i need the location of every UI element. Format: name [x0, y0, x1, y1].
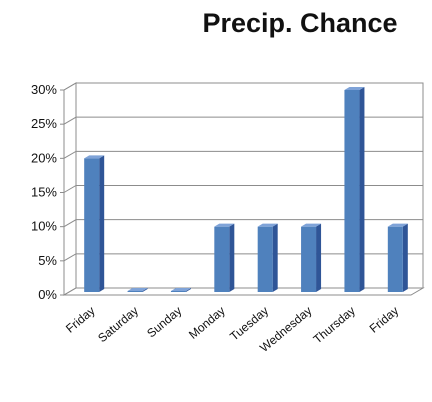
bar-front: [127, 291, 143, 292]
y-tick-label: 10%: [31, 219, 57, 234]
bar-top: [170, 288, 191, 291]
y-tick-label: 20%: [31, 150, 57, 165]
bar-side: [229, 223, 235, 292]
bar-top: [387, 223, 408, 227]
bar: [387, 223, 408, 292]
bar-side: [142, 288, 148, 292]
bar-side: [99, 155, 105, 292]
bar: [127, 288, 148, 292]
bar: [214, 223, 235, 292]
bar-side: [402, 223, 408, 292]
bar-side: [272, 223, 278, 292]
bar-top: [214, 223, 235, 227]
gridline: [63, 219, 423, 228]
y-tick-label: 0%: [38, 287, 57, 302]
bar-front: [387, 226, 403, 292]
x-tick-label: Monday: [186, 304, 228, 342]
y-tick-label: 15%: [31, 185, 57, 200]
x-tick-label: Friday: [367, 304, 402, 336]
x-tick-label: Sunday: [144, 304, 184, 341]
bar: [84, 155, 105, 292]
bar: [301, 223, 322, 292]
bar-front: [170, 291, 186, 292]
bar-top: [84, 155, 105, 159]
bar-side: [316, 223, 322, 292]
floor: [62, 287, 425, 296]
bar: [257, 223, 278, 292]
y-tick-label: 25%: [31, 116, 57, 131]
x-tick-label: Saturday: [95, 304, 141, 346]
plot-walls: [62, 82, 425, 296]
y-axis-ticks: 0% 5% 10% 15% 20% 25% 30%: [31, 82, 65, 302]
bar-top: [301, 223, 322, 227]
bar-front: [214, 226, 230, 292]
gridlines: [63, 82, 423, 296]
bar: [170, 288, 191, 292]
gridline: [63, 150, 423, 159]
bar: [344, 87, 365, 292]
bar-top: [127, 288, 148, 291]
y-tick-label: 5%: [38, 253, 57, 268]
bar-front: [84, 158, 100, 292]
bar-side: [185, 288, 191, 292]
y-tick-label: 30%: [31, 82, 57, 97]
bar-front: [344, 90, 360, 292]
bars: [84, 87, 408, 292]
chart-title: Precip. Chance: [202, 8, 397, 38]
bar-front: [257, 226, 273, 292]
bar-side: [359, 87, 365, 292]
bar-top: [257, 223, 278, 227]
gridline: [63, 185, 423, 193]
bar-front: [301, 226, 317, 292]
x-tick-label: Thursday: [311, 304, 358, 347]
x-tick-label: Friday: [63, 304, 98, 336]
gridline: [63, 82, 423, 91]
bar-top: [344, 87, 365, 90]
gridline: [63, 116, 423, 125]
